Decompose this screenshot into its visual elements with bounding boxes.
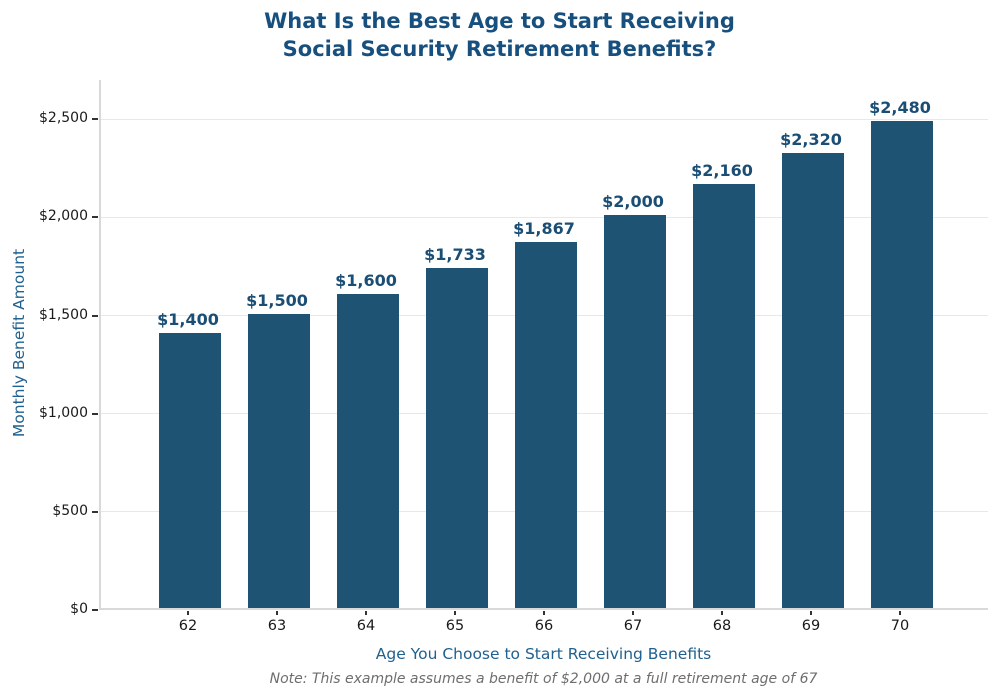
x-tick-label: 68 — [712, 618, 732, 634]
bar-value-label: $2,160 — [691, 161, 753, 180]
y-tick-mark — [92, 609, 98, 611]
bar-value-label: $2,480 — [869, 98, 931, 118]
x-tick-label: 65 — [445, 618, 465, 634]
bar-age-70 — [871, 121, 933, 608]
x-axis-title: Age You Choose to Start Receiving Benefi… — [375, 645, 712, 663]
x-tick-mark — [276, 611, 278, 615]
bar-value-label: $1,600 — [335, 270, 397, 290]
bar-age-69 — [782, 152, 844, 608]
x-tick-label: 67 — [623, 618, 643, 634]
x-tick-mark — [454, 611, 456, 615]
y-tick-label: $500 — [52, 502, 88, 519]
bar-age-62 — [159, 333, 221, 608]
x-tick-label: 62 — [178, 618, 198, 634]
bar-age-63 — [248, 313, 310, 608]
chart-title-line-1: What Is the Best Age to Start Receiving — [264, 9, 735, 33]
x-tick-label: 70 — [890, 618, 910, 634]
bar-age-68 — [693, 184, 755, 608]
gridline-2000 — [101, 216, 988, 218]
x-tick-mark — [365, 611, 367, 615]
chart-title: What Is the Best Age to Start Receiving … — [0, 7, 999, 63]
y-tick-label: $0 — [70, 601, 88, 617]
y-tick-mark — [92, 314, 98, 317]
y-tick-label: $1,000 — [39, 404, 88, 421]
bar-value-label: $1,500 — [246, 290, 308, 310]
x-tick-label: 69 — [801, 618, 821, 634]
x-tick-mark — [721, 611, 723, 615]
x-tick-label: 64 — [356, 618, 376, 634]
y-tick-mark — [92, 118, 98, 121]
bar-value-label: $1,733 — [424, 244, 486, 264]
x-tick-mark — [810, 611, 812, 615]
y-tick-mark — [92, 412, 98, 415]
y-tick-label: $2,000 — [39, 208, 88, 225]
x-tick-mark — [543, 611, 545, 615]
bar-value-label: $1,400 — [157, 310, 219, 330]
bar-age-65 — [426, 267, 488, 608]
bar-age-67 — [604, 215, 666, 608]
bar-value-label: $1,867 — [513, 218, 575, 238]
plot-area — [99, 80, 988, 610]
bar-age-64 — [337, 293, 399, 608]
x-tick-mark — [187, 611, 189, 615]
x-tick-mark — [899, 611, 901, 615]
bar-age-66 — [515, 241, 577, 608]
y-tick-label: $2,500 — [39, 110, 88, 127]
y-tick-mark — [92, 510, 98, 513]
bar-value-label: $2,000 — [602, 192, 664, 212]
gridline-2500 — [101, 118, 988, 120]
bar-value-label: $2,320 — [780, 129, 842, 149]
x-tick-label: 66 — [534, 618, 554, 634]
chart-title-line-2: Social Security Retirement Benefits? — [282, 37, 717, 61]
y-tick-mark — [92, 216, 98, 219]
x-tick-mark — [632, 611, 634, 615]
y-tick-label: $1,500 — [39, 306, 88, 323]
x-tick-label: 63 — [267, 618, 287, 634]
chart-footnote: Note: This example assumes a benefit of … — [269, 671, 818, 687]
